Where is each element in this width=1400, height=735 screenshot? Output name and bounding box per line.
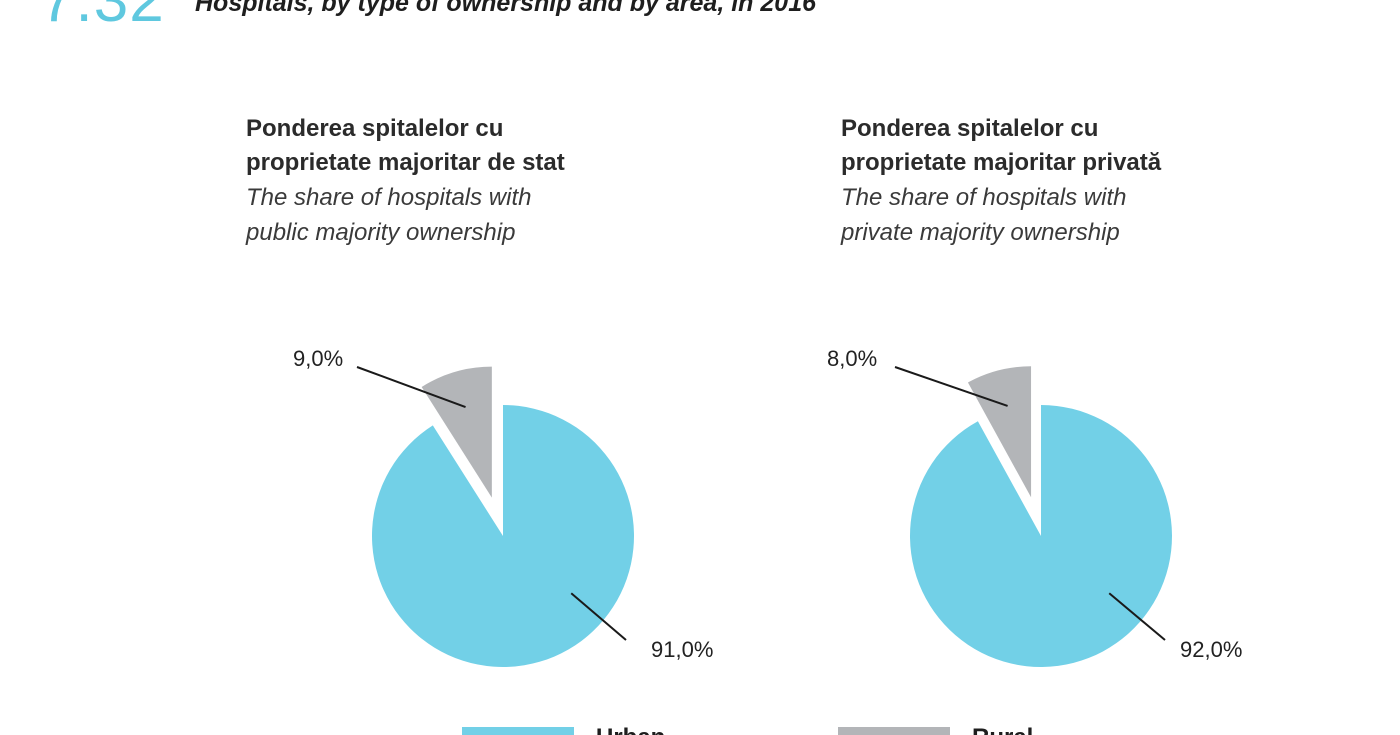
leader-line-urban <box>570 592 627 641</box>
legend-label-rural: Rural <box>972 724 1033 735</box>
chart-subtitle-en-line1: The share of hospitals with <box>246 184 532 211</box>
data-label-urban: 91,0% <box>651 637 713 662</box>
legend-swatch-urban <box>462 727 574 735</box>
legend-swatch-rural <box>838 727 950 735</box>
leader-line-rural <box>894 366 1008 407</box>
figure-number: 7.32 <box>40 0 165 35</box>
legend-label-urban: Urban <box>596 724 665 735</box>
pie-slice-rural <box>967 366 1032 498</box>
data-label-urban: 92,0% <box>1180 637 1242 662</box>
pie-slice-rural <box>421 366 492 498</box>
data-label-rural: 9,0% <box>293 346 343 371</box>
pie-slice-urban <box>909 405 1172 667</box>
chart-title-public: Ponderea spitalelor cu proprietate major… <box>246 112 806 250</box>
chart-title-ro-line2: proprietate majoritar de stat <box>246 149 565 176</box>
chart-title-ro-line1: Ponderea spitalelor cu <box>841 115 1099 142</box>
chart-title-ro-line1: Ponderea spitalelor cu <box>246 115 504 142</box>
leader-line-rural <box>356 366 466 408</box>
data-label-rural: 8,0% <box>827 346 877 371</box>
chart-title-private: Ponderea spitalelor cu proprietate major… <box>841 112 1400 250</box>
chart-subtitle-en-line1: The share of hospitals with <box>841 184 1127 211</box>
pie-slice-urban <box>371 405 634 667</box>
chart-subtitle-en-line2: public majority ownership <box>246 219 516 246</box>
chart-title-ro-line2: proprietate majoritar privată <box>841 149 1162 176</box>
figure-title: Hospitals, by type of ownership and by a… <box>195 0 817 17</box>
leader-line-urban <box>1108 592 1166 641</box>
chart-subtitle-en-line2: private majority ownership <box>841 219 1120 246</box>
